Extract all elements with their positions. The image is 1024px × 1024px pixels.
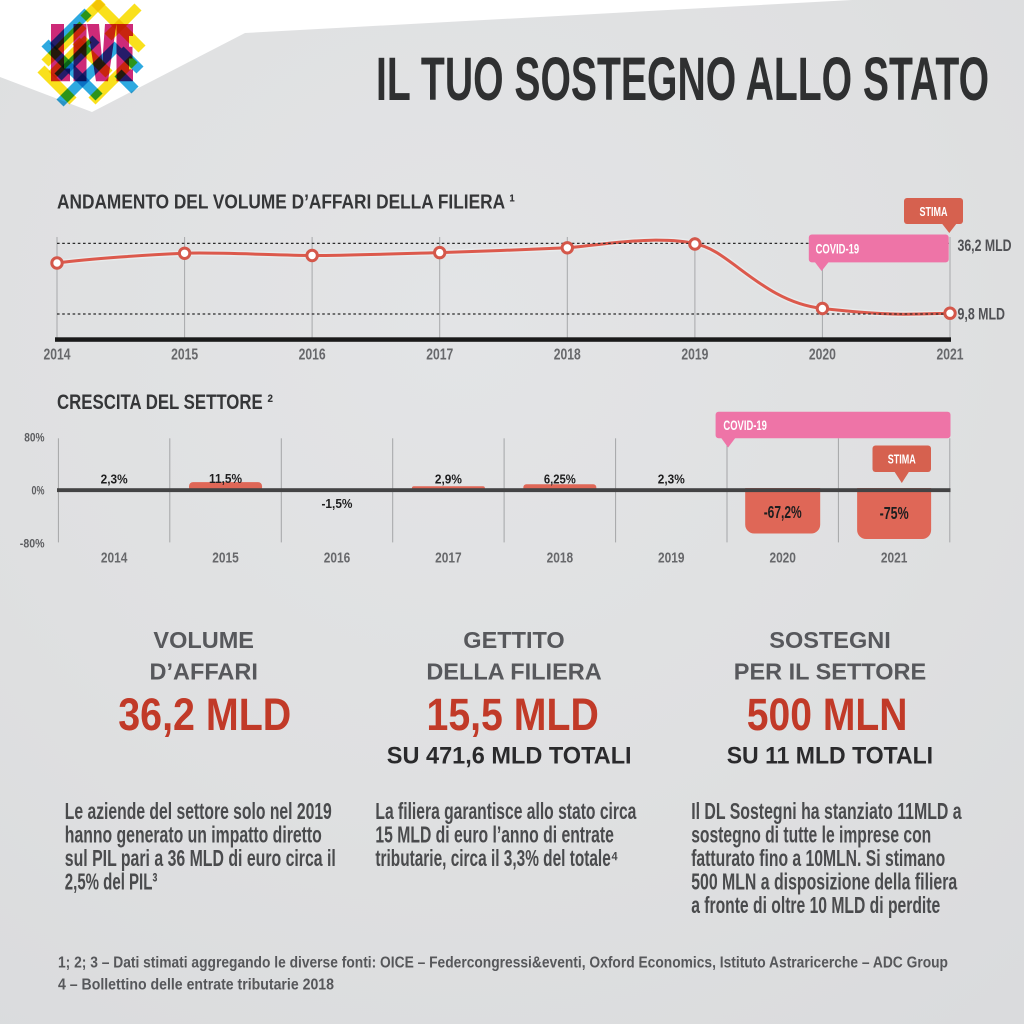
svg-text:-80%: -80% xyxy=(20,539,45,551)
svg-text:2017: 2017 xyxy=(435,550,462,567)
svg-text:SU 471,6 MLD TOTALI: SU 471,6 MLD TOTALI xyxy=(387,744,632,770)
svg-text:SOSTEGNI: SOSTEGNI xyxy=(769,627,890,653)
svg-text:80%: 80% xyxy=(24,433,44,445)
svg-text:2019: 2019 xyxy=(681,347,708,364)
svg-text:VOLUME: VOLUME xyxy=(153,627,254,653)
svg-text:2021: 2021 xyxy=(936,347,963,364)
svg-text:15 MLD di euro l’anno di entra: 15 MLD di euro l’anno di entrate xyxy=(375,822,614,848)
svg-text:Le aziende del settore solo ne: Le aziende del settore solo nel 2019 xyxy=(65,798,332,824)
svg-text:2,5% del PIL³: 2,5% del PIL³ xyxy=(65,869,158,895)
svg-text:COVID-19: COVID-19 xyxy=(723,418,767,433)
svg-text:-67,2%: -67,2% xyxy=(764,502,802,522)
svg-text:D’AFFARI: D’AFFARI xyxy=(150,659,258,685)
svg-text:11,5%: 11,5% xyxy=(209,471,242,486)
svg-text:2015: 2015 xyxy=(212,550,239,567)
svg-text:2019: 2019 xyxy=(658,550,685,567)
svg-text:sostegno di tutte le imprese c: sostegno di tutte le imprese con xyxy=(691,822,931,848)
svg-text:2018: 2018 xyxy=(554,347,581,364)
svg-text:GETTITO: GETTITO xyxy=(463,627,564,653)
svg-text:2014: 2014 xyxy=(101,550,128,567)
svg-text:2020: 2020 xyxy=(769,550,796,567)
svg-text:ANDAMENTO DEL VOLUME D’AFFARI: ANDAMENTO DEL VOLUME D’AFFARI DELLA FILI… xyxy=(57,192,515,214)
svg-text:2,3%: 2,3% xyxy=(658,472,685,487)
svg-text:2,3%: 2,3% xyxy=(101,472,128,487)
svg-text:2021: 2021 xyxy=(881,550,908,567)
svg-text:2014: 2014 xyxy=(44,347,71,364)
svg-text:CRESCITA DEL SETTORE ²: CRESCITA DEL SETTORE ² xyxy=(57,391,273,414)
svg-text:2018: 2018 xyxy=(547,550,574,567)
svg-text:tributarie, circa il 3,3% del: tributarie, circa il 3,3% del totale⁴ xyxy=(375,845,618,871)
svg-text:4 – Bollettino delle entrate t: 4 – Bollettino delle entrate tributarie … xyxy=(58,977,334,994)
svg-text:COVID-19: COVID-19 xyxy=(816,242,860,257)
svg-text:a fronte di oltre 10 MLD di pe: a fronte di oltre 10 MLD di perdite xyxy=(691,892,940,918)
svg-text:PER IL SETTORE: PER IL SETTORE xyxy=(734,659,926,685)
svg-text:2017: 2017 xyxy=(426,347,453,364)
svg-text:hanno generato un impatto dire: hanno generato un impatto diretto xyxy=(65,822,322,848)
svg-text:SU 11 MLD TOTALI: SU 11 MLD TOTALI xyxy=(727,744,933,770)
svg-text:-1,5%: -1,5% xyxy=(321,496,352,511)
svg-text:500 MLN: 500 MLN xyxy=(747,689,908,740)
svg-text:36,2 MLD: 36,2 MLD xyxy=(118,689,291,740)
svg-text:15,5 MLD: 15,5 MLD xyxy=(427,689,599,740)
svg-text:fatturato fino a 10MLN. Si sti: fatturato fino a 10MLN. Si stimano xyxy=(691,845,945,871)
svg-text:-75%: -75% xyxy=(880,503,909,523)
svg-text:Il DL Sostegni ha stanziato 11: Il DL Sostegni ha stanziato 11MLD a xyxy=(691,798,962,824)
svg-text:9,8 MLD: 9,8 MLD xyxy=(958,306,1006,324)
svg-text:La filiera garantisce allo sta: La filiera garantisce allo stato circa xyxy=(375,798,637,824)
svg-text:DELLA FILIERA: DELLA FILIERA xyxy=(426,659,601,685)
svg-text:2015: 2015 xyxy=(171,347,198,364)
svg-text:IL TUO SOSTEGNO ALLO STATO: IL TUO SOSTEGNO ALLO STATO xyxy=(376,45,989,113)
svg-text:6,25%: 6,25% xyxy=(544,472,576,487)
svg-text:2,9%: 2,9% xyxy=(435,472,462,487)
svg-text:36,2 MLD: 36,2 MLD xyxy=(958,237,1012,255)
svg-text:STIMA: STIMA xyxy=(888,452,916,467)
svg-text:STIMA: STIMA xyxy=(920,204,948,219)
svg-text:sul PIL pari a 36 MLD di euro: sul PIL pari a 36 MLD di euro circa il xyxy=(65,845,336,871)
svg-text:500 MLN a disposizione della f: 500 MLN a disposizione della filiera xyxy=(691,869,958,895)
svg-text:2016: 2016 xyxy=(324,550,351,567)
svg-text:0%: 0% xyxy=(32,486,45,498)
svg-text:2016: 2016 xyxy=(299,347,326,364)
svg-text:2020: 2020 xyxy=(809,347,836,364)
svg-text:1; 2; 3 – Dati stimati aggrega: 1; 2; 3 – Dati stimati aggregando le div… xyxy=(58,955,948,972)
